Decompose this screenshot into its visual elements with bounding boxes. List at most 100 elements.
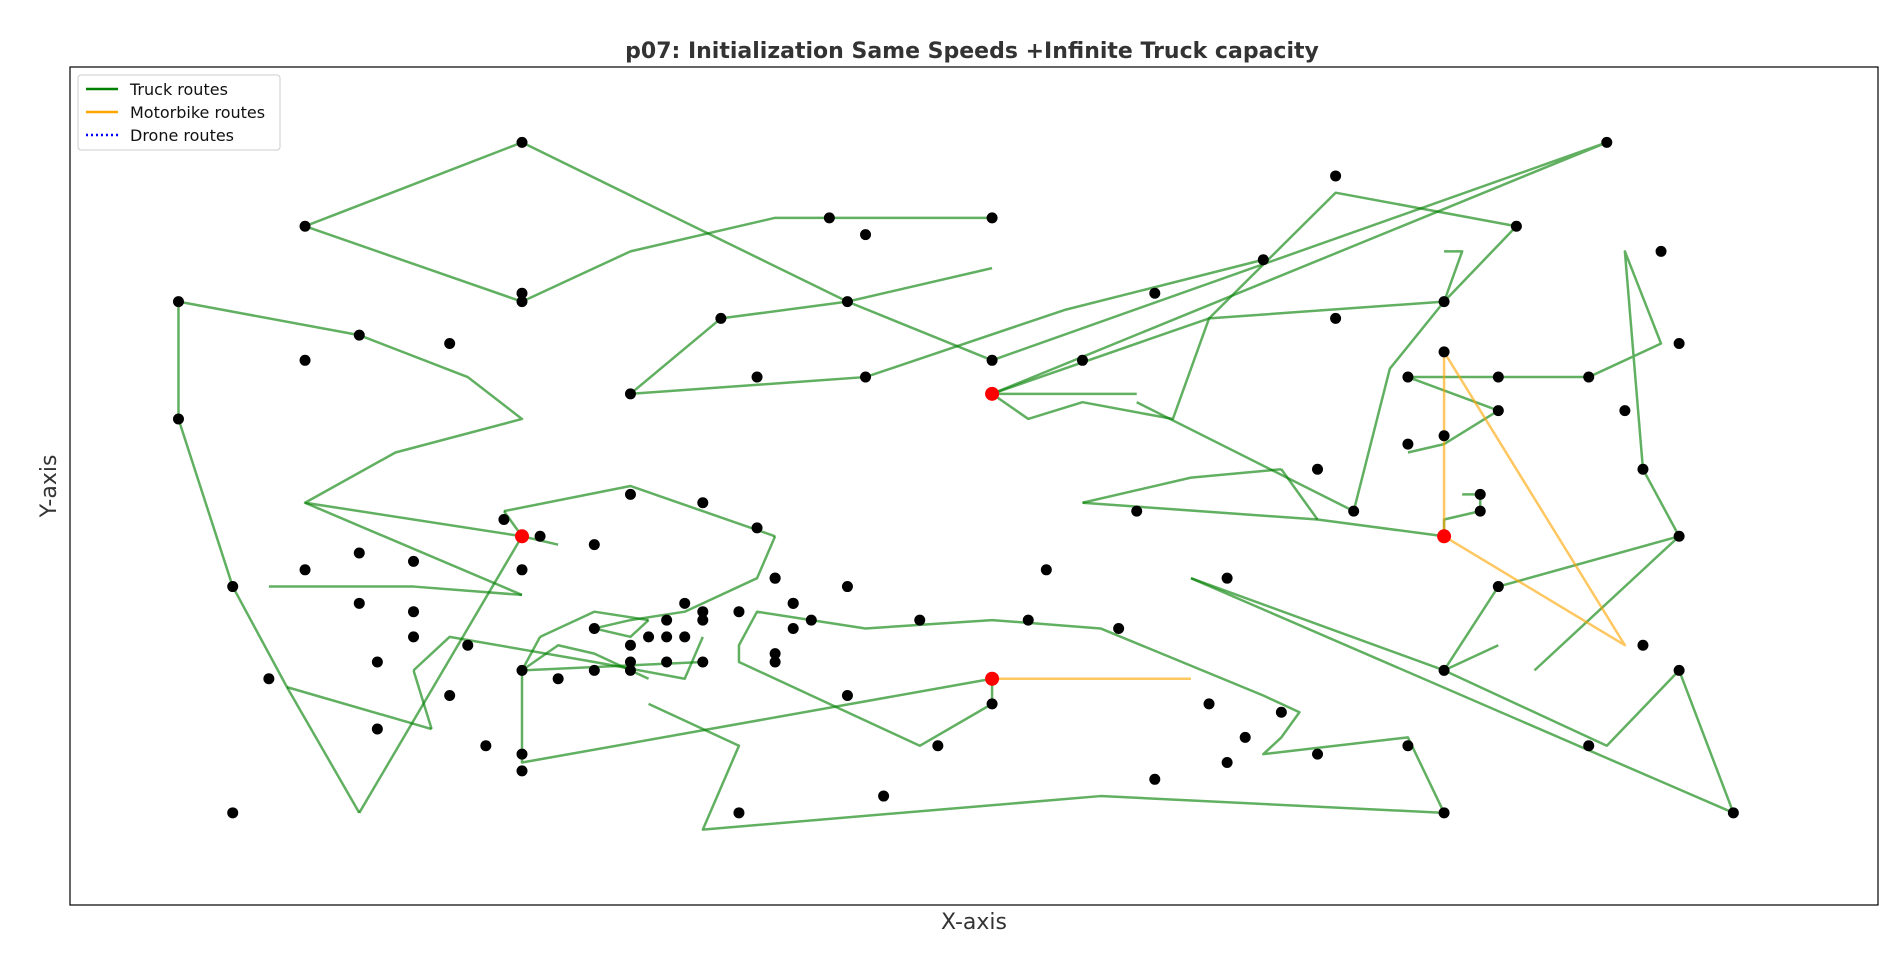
customer-point-103: [841, 581, 853, 593]
customer-point-75: [697, 614, 709, 626]
customer-point-102: [588, 664, 600, 676]
customer-point-16: [1601, 136, 1613, 148]
truck-route-11: [412, 669, 433, 730]
depot-point-3: [985, 671, 1000, 686]
customer-point-66: [679, 631, 691, 643]
customer-point-58: [769, 648, 781, 660]
truck-route-5: [991, 191, 1518, 421]
customer-point-73: [552, 673, 564, 685]
customer-point-19: [1330, 312, 1342, 324]
legend-box: [77, 74, 281, 151]
customer-point-30: [1402, 438, 1414, 450]
customer-point-31: [1474, 488, 1486, 500]
customer-point-108: [172, 413, 184, 425]
customer-point-61: [787, 622, 799, 634]
customer-point-62: [769, 656, 781, 668]
truck-route-7: [177, 300, 524, 538]
customer-point-98: [516, 748, 528, 760]
customer-point-36: [1221, 572, 1233, 584]
customer-point-54: [1022, 614, 1034, 626]
truck-route-23: [648, 610, 1446, 831]
truck-route-36: [1407, 375, 1500, 454]
depot-point-0: [985, 386, 1000, 401]
customer-point-114: [353, 547, 365, 559]
customer-point-100: [697, 606, 709, 618]
customer-point-50: [1203, 698, 1215, 710]
customer-point-111: [353, 329, 365, 341]
customer-point-72: [516, 765, 528, 777]
customer-point-82: [534, 530, 546, 542]
customer-point-12: [1076, 354, 1088, 366]
motorbike-route-1: [1442, 350, 1627, 647]
customer-point-109: [172, 296, 184, 308]
customer-point-70: [624, 664, 636, 676]
depot-point-2: [1437, 529, 1452, 544]
truck-route-13: [268, 585, 523, 597]
customer-point-43: [1727, 807, 1739, 819]
truck-route-6: [991, 300, 1445, 396]
customer-point-96: [480, 740, 492, 752]
customer-point-83: [516, 564, 528, 576]
depot-point-1: [515, 529, 529, 544]
truck-route-8: [177, 418, 361, 814]
customer-point-14: [1149, 287, 1161, 299]
chart-title: p07: Initialization Same Speeds +Infinit…: [625, 39, 1319, 64]
truck-route-10: [286, 685, 432, 731]
customer-point-17: [1510, 220, 1522, 232]
customer-point-39: [1619, 405, 1631, 417]
truck-route-25: [521, 643, 632, 672]
customer-point-2: [516, 296, 528, 308]
truck-route-1: [304, 225, 523, 303]
truck-route-21: [521, 660, 703, 672]
customer-point-56: [932, 740, 944, 752]
customer-point-21: [1492, 371, 1504, 383]
customer-point-85: [408, 555, 420, 567]
customer-point-10: [860, 371, 872, 383]
customer-point-106: [679, 597, 691, 609]
truck-route-34: [1443, 585, 1500, 672]
customer-point-93: [444, 690, 456, 701]
customer-point-20: [1402, 371, 1414, 383]
truck-route-2: [521, 216, 993, 303]
truck-route-0: [304, 141, 1609, 395]
customer-point-26: [1673, 530, 1685, 542]
customer-point-6: [841, 296, 853, 308]
customer-point-29: [1438, 430, 1450, 442]
customer-point-104: [805, 614, 817, 626]
customer-point-105: [787, 597, 799, 609]
customer-point-52: [1040, 564, 1052, 576]
truck-route-29: [1280, 468, 1319, 521]
legend-drone-label: Drone routes: [130, 126, 234, 145]
customer-point-8: [624, 388, 636, 400]
customer-point-69: [588, 622, 600, 634]
customer-point-33: [1348, 505, 1360, 517]
x-axis-label: X-axis: [941, 910, 1007, 935]
customer-point-13: [1257, 254, 1269, 266]
customer-point-86: [353, 597, 365, 609]
customer-point-92: [462, 639, 474, 651]
customer-point-48: [1239, 731, 1251, 743]
customer-point-79: [697, 497, 709, 509]
truck-route-12: [412, 635, 704, 680]
customer-point-97: [624, 656, 636, 668]
customer-point-22: [1583, 371, 1595, 383]
customer-point-34: [1312, 463, 1324, 475]
customer-point-45: [1402, 740, 1414, 752]
customer-point-42: [1673, 664, 1685, 676]
plot-area: [69, 66, 1879, 906]
customer-point-47: [1221, 757, 1233, 769]
customer-point-24: [1673, 338, 1685, 350]
customer-point-67: [661, 656, 673, 668]
customer-point-95: [516, 664, 528, 676]
customer-point-91: [371, 723, 383, 735]
customer-point-101: [661, 631, 673, 643]
truck-route-30: [1082, 467, 1282, 504]
customer-point-9: [751, 371, 763, 383]
customer-point-27: [1438, 346, 1450, 358]
customer-point-38: [1438, 664, 1450, 676]
customer-point-94: [227, 807, 239, 819]
customer-point-89: [408, 631, 420, 643]
customer-point-1: [299, 220, 311, 232]
customer-point-81: [588, 539, 600, 551]
customer-point-71: [643, 631, 655, 643]
